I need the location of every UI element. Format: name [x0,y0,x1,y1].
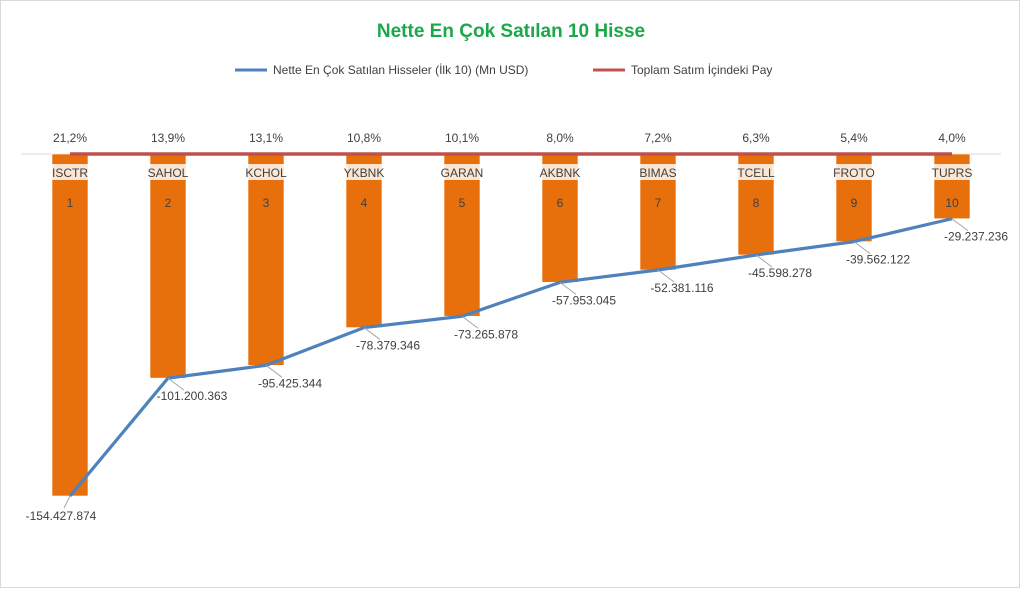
category-label-bg-kchol [248,164,284,180]
rank-label-ykbnk: 4 [361,196,368,210]
legend: Nette En Çok Satılan Hisseler (İlk 10) (… [235,63,772,77]
plot-area: ISCTR 1 SAHOL 2 KCHOL 3 YKBNK 4 GARAN 5 AKBNK 6 BIMA… [21,131,1008,523]
value-data-label: -39.562.122 [846,253,910,267]
net-sales-series-line [68,217,953,498]
category-label-bg-bimas [640,164,676,180]
value-leader-line [951,218,969,232]
rank-label-garan: 5 [459,196,466,210]
bar-ykbnk [345,153,383,328]
value-data-label: -52.381.116 [650,281,713,295]
category-label-sahol: SAHOL [148,166,189,180]
rank-label-froto: 9 [851,196,858,210]
value-leader-line [755,254,773,268]
bar-kchol [247,153,285,366]
value-data-label: -57.953.045 [552,293,616,307]
rank-label-tcell: 8 [753,196,760,210]
rank-label-akbnk: 6 [557,196,564,210]
category-label-bg-sahol [150,164,186,180]
share-data-label: 21,2% [53,131,87,145]
share-data-label: 13,1% [249,131,283,145]
rank-label-bimas: 7 [655,196,662,210]
share-data-label: 10,8% [347,131,381,145]
category-label-bg-froto [836,164,872,180]
category-label-bg-tuprs [934,164,970,180]
category-label-bg-ykbnk [346,164,382,180]
value-leader-line [853,241,871,255]
share-data-label: 4,0% [938,131,966,145]
category-label-bg-tcell [738,164,774,180]
rank-label-isctr: 1 [67,196,74,210]
share-data-label: 13,9% [151,131,185,145]
category-label-isctr: ISCTR [52,166,88,180]
value-data-label: -95.425.344 [258,376,322,390]
value-leader-line [363,327,381,340]
value-leader-line [657,269,675,283]
share-data-label: 6,3% [742,131,770,145]
category-label-garan: GARAN [441,166,484,180]
rank-label-sahol: 2 [165,196,172,210]
category-label-kchol: KCHOL [245,166,287,180]
category-label-bg-akbnk [542,164,578,180]
value-leader-line [461,315,479,329]
bar-sahol [149,153,187,379]
legend-label-share: Toplam Satım İçindeki Pay [631,63,772,77]
bar-isctr [51,153,89,497]
value-data-label: -45.598.278 [748,266,812,280]
rank-label-kchol: 3 [263,196,270,210]
share-data-label: 5,4% [840,131,868,145]
value-data-label: -73.265.878 [454,327,518,341]
rank-label-tuprs: 10 [945,196,959,210]
value-leader-line [167,377,185,391]
category-label-tcell: TCELL [737,166,775,180]
share-data-label: 8,0% [546,131,574,145]
category-label-bg-garan [444,164,480,180]
category-label-ykbnk: YKBNK [344,166,385,180]
share-data-label: 7,2% [644,131,672,145]
category-label-bg-isctr [52,164,88,180]
category-label-froto: FROTO [833,166,875,180]
value-leader-line [265,364,283,378]
value-data-label: -154.427.874 [26,509,97,523]
legend-label-net-sales: Nette En Çok Satılan Hisseler (İlk 10) (… [273,63,528,77]
value-data-label: -78.379.346 [356,339,420,353]
category-label-bimas: BIMAS [639,166,676,180]
value-data-label: -101.200.363 [157,389,228,403]
value-leader-line [63,495,71,509]
category-label-tuprs: TUPRS [932,166,973,180]
chart-title: Nette En Çok Satılan 10 Hisse [377,21,645,42]
share-data-label: 10,1% [445,131,479,145]
value-leader-line [559,281,577,295]
value-data-label: -29.237.236 [944,230,1008,244]
category-label-akbnk: AKBNK [540,166,581,180]
